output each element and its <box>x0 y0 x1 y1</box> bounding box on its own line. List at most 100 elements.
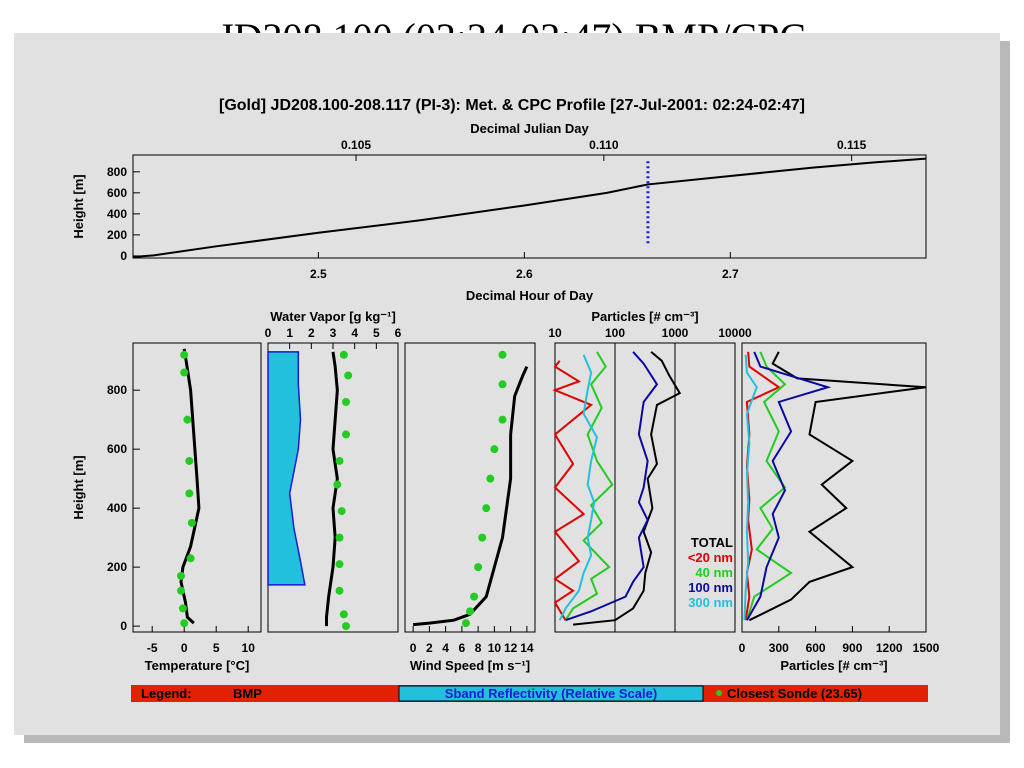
sonde-point <box>335 533 344 542</box>
sonde-point <box>337 507 346 516</box>
sonde-point <box>178 604 187 613</box>
x-tick-label: 1500 <box>913 641 940 655</box>
x-axis-label: Wind Speed [m s⁻¹] <box>410 658 530 673</box>
top-axis-label: Water Vapor [g kg⁻¹] <box>270 309 396 324</box>
sonde-point <box>335 456 344 465</box>
y-tick-label: 0 <box>120 619 127 633</box>
x-tick-label: 1000 <box>662 326 689 340</box>
sonde-point <box>482 504 491 513</box>
x-tick-label: 8 <box>475 641 482 655</box>
sonde-point <box>185 456 194 465</box>
sonde-point <box>339 350 348 359</box>
x-tick-label: 12 <box>504 641 518 655</box>
sonde-point <box>177 571 185 580</box>
series-label: 100 nm <box>688 580 733 595</box>
sonde-point <box>470 592 479 601</box>
legend-label: Legend: <box>141 686 192 701</box>
series-line-total <box>572 351 682 626</box>
sonde-point <box>180 619 189 628</box>
top-tick-label: 0.105 <box>341 138 371 152</box>
x-tick-label: 2.6 <box>516 267 533 281</box>
sonde-point <box>185 489 194 498</box>
legend-bmp: BMP <box>233 686 262 701</box>
plot-frame <box>132 342 262 633</box>
sonde-point <box>342 622 350 631</box>
sonde-point <box>339 610 348 619</box>
y-axis-label: Height [m] <box>71 174 86 238</box>
panel-particles_linear: 0 300 600 900 1200 1500 Particles [# cm⁻³] <box>739 342 940 673</box>
sonde-point <box>335 586 344 595</box>
x-tick-label: 14 <box>520 641 534 655</box>
x-tick-label: 5 <box>213 641 220 655</box>
legend-sonde-marker <box>716 690 722 696</box>
series-line-100-nm <box>565 351 659 622</box>
y-tick-label: 0 <box>120 249 127 263</box>
x-tick-label: 10 <box>488 641 502 655</box>
x-tick-label: 2.5 <box>310 267 327 281</box>
reflectivity-area <box>267 351 306 586</box>
x-tick-label: 0 <box>739 641 746 655</box>
sonde-point <box>498 350 507 359</box>
sonde-point <box>335 560 344 569</box>
panel-water_vapor: 0 1 2 3 4 5 6 Water Vapor [g kg⁻¹] <box>265 309 402 633</box>
figure-title: [Gold] JD208.100-208.117 (PI-3): Met. & … <box>219 97 805 114</box>
sonde-point <box>498 415 507 424</box>
sonde-point <box>478 533 487 542</box>
plot-frame <box>132 154 927 259</box>
series-line--20-nm <box>744 351 781 621</box>
sonde-point <box>342 430 350 439</box>
plot-frame <box>741 342 927 633</box>
x-tick-label: 100 <box>605 326 625 340</box>
sonde-point <box>342 397 350 406</box>
sonde-point <box>187 518 196 527</box>
series-label: <20 nm <box>688 550 733 565</box>
series-line-300-nm <box>558 354 599 621</box>
panel-height_time: 2.5 2.6 2.7 0.105 0.110 0.115 800 600 400 200 0 Dec… <box>71 121 927 303</box>
x-tick-label: 600 <box>806 641 826 655</box>
series-line-total <box>748 351 927 622</box>
sonde-point <box>186 554 195 563</box>
sonde-point <box>333 480 342 489</box>
sonde-point <box>474 563 483 572</box>
sonde-point <box>498 380 507 389</box>
y-axis-label: Height [m] <box>71 455 86 519</box>
sonde-point <box>180 350 189 359</box>
legend-reflectivity: Sband Reflectivity (Relative Scale) <box>445 686 657 701</box>
y-tick-label: 400 <box>107 207 127 221</box>
sonde-point <box>177 586 185 595</box>
y-tick-label: 600 <box>107 186 127 200</box>
top-axis-label: Particles [# cm⁻³] <box>591 309 698 324</box>
series-label: 40 nm <box>695 565 733 580</box>
sonde-point <box>466 607 474 616</box>
x-tick-label: 5 <box>373 326 380 340</box>
x-tick-label: 10 <box>242 641 256 655</box>
x-tick-label: 4 <box>442 641 449 655</box>
x-tick-label: 3 <box>330 326 337 340</box>
panel-particles_log: 10 100 1000 10000 Particles [# cm⁻³] TOTAL<20… <box>548 309 752 633</box>
series-line-40-nm <box>564 351 614 621</box>
series-line-300-nm <box>743 354 758 621</box>
x-tick-label: 300 <box>769 641 789 655</box>
series-line-data <box>132 157 927 258</box>
y-tick-label: 800 <box>107 165 127 179</box>
y-tick-label: 600 <box>107 442 127 456</box>
top-tick-label: 0.110 <box>589 138 619 152</box>
panel-wind_speed: 0 2 4 6 8 10 12 14 Wind Speed [m s⁻¹] <box>404 342 536 673</box>
x-axis-label: Decimal Hour of Day <box>466 288 594 303</box>
x-tick-label: 0 <box>265 326 272 340</box>
sonde-point <box>490 445 499 454</box>
series-line-bmp <box>412 365 529 627</box>
y-tick-label: 800 <box>107 383 127 397</box>
sonde-point <box>180 368 189 377</box>
slide-panel <box>14 33 1000 735</box>
y-tick-label: 200 <box>107 228 127 242</box>
x-tick-label: 1 <box>286 326 293 340</box>
series-line-bmp <box>325 351 339 627</box>
x-tick-label: -5 <box>147 641 158 655</box>
x-tick-label: 2.7 <box>722 267 739 281</box>
legend-sonde: Closest Sonde (23.65) <box>727 686 862 701</box>
sonde-point <box>486 474 495 483</box>
y-tick-label: 200 <box>107 560 127 574</box>
series-line-100-nm <box>746 351 832 621</box>
